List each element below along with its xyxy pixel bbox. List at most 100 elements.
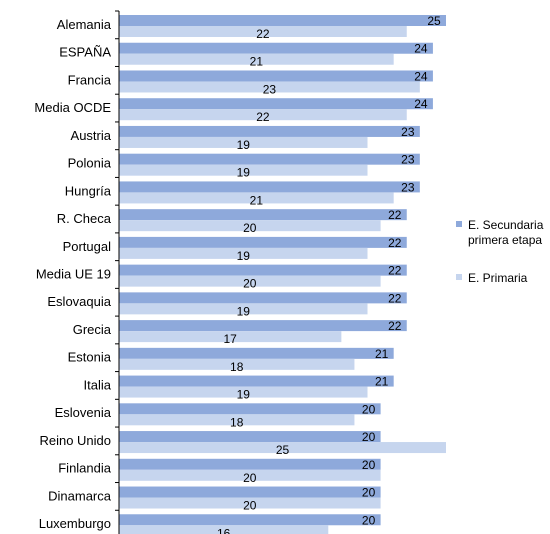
bar-primaria [119,331,342,343]
bar-secundaria [119,403,381,415]
category-label: Francia [68,72,112,87]
legend-label: primera etapa [468,233,542,247]
data-label-secundaria: 24 [414,97,428,111]
bar-primaria [119,469,381,481]
data-label-primaria: 18 [230,415,244,429]
data-label-primaria: 25 [276,443,290,457]
category-label: Polonia [68,156,112,171]
category-label: Hungría [65,183,112,198]
data-label-primaria: 21 [250,55,264,69]
bar-primaria [119,303,368,315]
bar-secundaria [119,292,407,304]
data-label-secundaria: 22 [388,236,402,250]
bar-primaria [119,81,420,93]
bars-group [119,15,446,534]
category-label: R. Checa [57,211,112,226]
category-label: Alemania [57,17,112,32]
bar-secundaria [119,15,446,26]
bar-primaria [119,442,446,454]
category-label: Reino Unido [39,433,111,448]
data-label-secundaria: 21 [375,375,389,389]
category-label: Eslovaquia [47,294,111,309]
data-label-secundaria: 22 [388,291,402,305]
category-label: Dinamarca [48,488,112,503]
category-label: Eslovenia [55,405,112,420]
bar-secundaria [119,320,407,332]
bar-secundaria [119,181,420,193]
category-label: Media OCDE [34,100,111,115]
bar-secundaria [119,98,433,110]
data-label-secundaria: 23 [401,125,415,139]
bar-secundaria [119,375,394,387]
bar-secundaria [119,431,381,443]
data-label-secundaria: 20 [362,430,376,444]
data-label-secundaria: 20 [362,486,376,500]
data-label-primaria: 20 [243,277,257,291]
category-label: Italia [84,377,112,392]
data-label-secundaria: 22 [388,264,402,278]
data-label-primaria: 23 [263,82,277,96]
bar-primaria [119,164,368,176]
data-label-secundaria: 23 [401,180,415,194]
data-label-primaria: 20 [243,499,257,513]
bar-primaria [119,26,407,37]
bar-primaria [119,386,368,398]
category-label: Grecia [73,322,112,337]
bar-secundaria [119,514,381,526]
bar-primaria [119,414,355,426]
bar-primaria [119,247,368,259]
bar-primaria [119,53,394,65]
category-label: Finlandia [58,461,112,476]
data-label-primaria: 19 [237,304,251,318]
data-label-primaria: 16 [217,526,231,534]
data-label-secundaria: 24 [414,42,428,56]
data-label-primaria: 19 [237,249,251,263]
bar-secundaria [119,458,381,470]
data-label-primaria: 20 [243,221,257,235]
data-label-primaria: 19 [237,166,251,180]
data-label-secundaria: 22 [388,208,402,222]
bar-secundaria [119,347,394,359]
bar-secundaria [119,486,381,498]
bar-secundaria [119,42,433,54]
bar-primaria [119,136,368,148]
data-label-primaria: 19 [237,388,251,402]
legend-swatch [456,221,462,227]
legend-swatch [456,274,462,280]
category-label: Portugal [63,239,112,254]
data-label-primaria: 20 [243,471,257,485]
data-label-secundaria: 20 [362,458,376,472]
data-label-primaria: 19 [237,138,251,152]
bar-secundaria [119,264,407,276]
bar-primaria [119,109,407,121]
bar-primaria [119,358,355,370]
data-label-secundaria: 23 [401,153,415,167]
data-label-secundaria: 21 [375,347,389,361]
data-label-secundaria: 20 [362,402,376,416]
data-label-primaria: 22 [256,27,270,41]
bar-secundaria [119,236,407,248]
legend-label: E. Secundaria [468,218,544,232]
bar-secundaria [119,209,407,221]
data-label-primaria: 21 [250,193,264,207]
data-label-secundaria: 25 [427,14,441,28]
bar-secundaria [119,125,420,137]
bar-secundaria [119,70,433,82]
category-label: Estonia [68,350,112,365]
data-label-secundaria: 20 [362,513,376,527]
category-label: Luxemburgo [39,516,111,531]
bar-primaria [119,525,329,534]
data-label-secundaria: 24 [414,69,428,83]
bar-primaria [119,220,381,232]
data-label-primaria: 18 [230,360,244,374]
labels-group: 25 22 Alemania 24 21 ESPAÑA 24 23 Francia 24 22 Med… [34,14,441,534]
data-label-primaria: 22 [256,110,270,124]
legend-label: E. Primaria [468,271,528,285]
category-label: Media UE 19 [36,267,111,282]
bar-primaria [119,275,381,287]
bar-secundaria [119,153,420,165]
data-label-secundaria: 22 [388,319,402,333]
axis-ticks-group [115,10,119,511]
